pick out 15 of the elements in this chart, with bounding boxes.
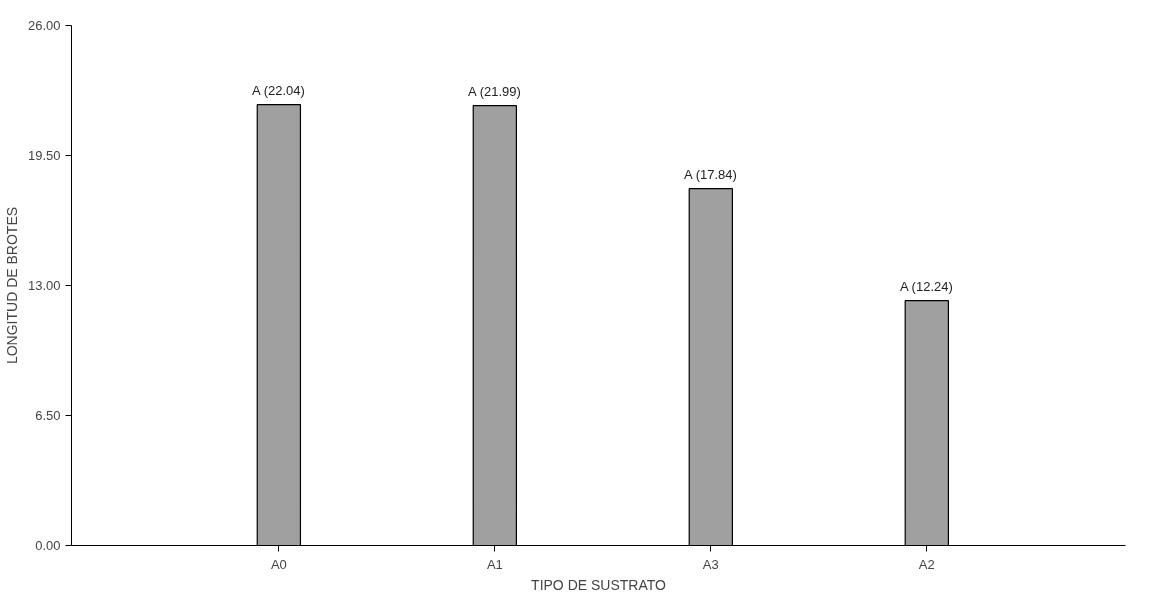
y-tick-label: 26.00 bbox=[27, 18, 61, 33]
x-tick-label: A3 bbox=[702, 556, 719, 572]
y-tick-label: 0.00 bbox=[35, 538, 61, 553]
data-label: A (17.84) bbox=[684, 166, 737, 182]
y-tick-label: 19.50 bbox=[27, 148, 61, 163]
x-tick-label: A1 bbox=[486, 556, 503, 572]
data-label: A (12.24) bbox=[900, 278, 953, 294]
y-axis-title: LONGITUD DE BROTES bbox=[3, 206, 20, 365]
data-label: A (21.99) bbox=[468, 83, 521, 99]
x-tick-label: A2 bbox=[918, 556, 935, 572]
y-tick-label: 13.00 bbox=[27, 278, 61, 293]
x-tick-label: A0 bbox=[270, 556, 287, 572]
data-label: A (22.04) bbox=[252, 82, 305, 98]
x-axis-title: TIPO DE SUSTRATO bbox=[531, 576, 667, 593]
y-tick-label: 6.50 bbox=[35, 408, 61, 423]
